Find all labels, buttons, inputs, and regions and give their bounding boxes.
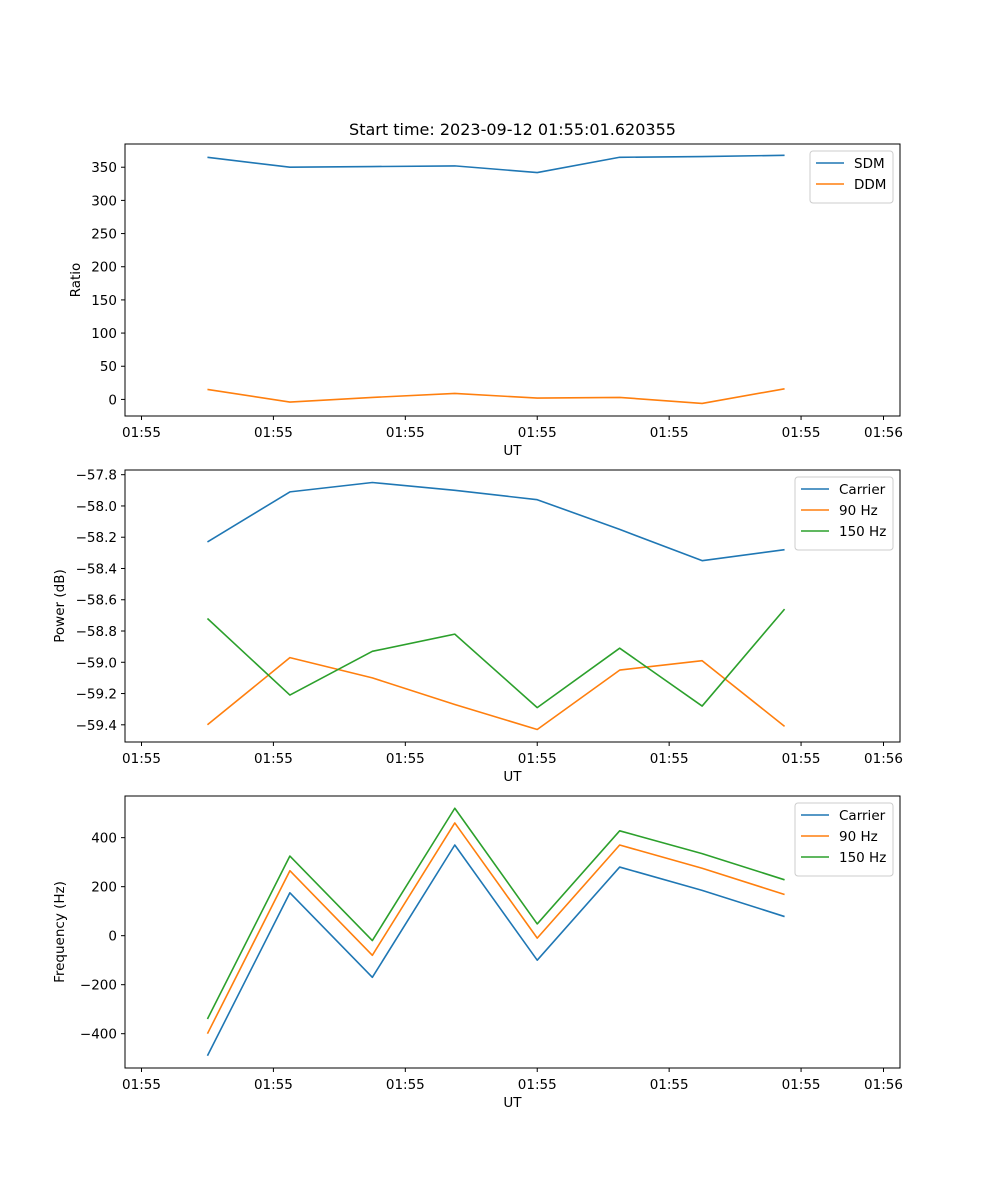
series-line-carrier [207,481,785,562]
legend-label: SDM [854,156,885,172]
y-tick-label: −400 [80,1027,117,1043]
legend: SDM DDM [809,150,894,204]
y-tick-label: 100 [91,326,117,342]
series-line-ddm [207,388,785,405]
x-tick-label: 01:55 [386,425,425,441]
x-tick-label: 01:55 [122,1077,161,1093]
y-axis-label: Frequency (Hz) [52,881,68,983]
subplot-1: Start time: 2023-09-12 01:55:01.62035501… [68,120,903,459]
x-axis-label: UT [503,443,522,459]
axes-frame [124,469,901,743]
y-tick-label: −200 [80,978,117,994]
x-tick-label: 01:55 [650,425,689,441]
x-tick-label: 01:55 [650,1077,689,1093]
series-line-sdm [207,154,785,174]
y-tick-label: 250 [91,227,117,243]
y-tick-label: 50 [100,359,117,375]
x-tick-label: 01:55 [254,1077,293,1093]
y-tick-label: 0 [108,929,117,945]
y-tick-label: 150 [91,293,117,309]
y-tick-label: −58.4 [76,561,117,577]
x-tick-label: 01:55 [254,425,293,441]
y-tick-label: 200 [91,260,117,276]
y-tick-label: 350 [91,160,117,176]
series-line-carrier [206,844,785,1057]
legend-box [809,150,894,204]
legend-label: DDM [854,177,886,193]
legend-label: 150 Hz [839,524,886,540]
subplot-3: 01:55 01:55 01:55 01:55 01:55 01:55 01:56 −400 −… [52,795,903,1111]
x-tick-label: 01:55 [782,1077,821,1093]
y-tick-label: −58.8 [76,624,117,640]
x-tick-label: 01:55 [782,751,821,767]
subplot-2: 01:55 01:55 01:55 01:55 01:55 01:55 01:56 −59.4… [52,468,903,785]
x-tick-label: 01:55 [254,751,293,767]
x-tick-label: 01:55 [122,751,161,767]
y-tick-label: −58.2 [76,530,117,546]
y-tick-label: 0 [108,392,117,408]
y-axis-label: Ratio [68,263,84,298]
legend-label: 90 Hz [839,829,878,845]
y-axis-label: Power (dB) [52,569,68,642]
axes-frame [124,795,901,1069]
x-tick-label: 01:56 [864,751,903,767]
chart-title: Start time: 2023-09-12 01:55:01.620355 [349,120,676,139]
x-axis-label: UT [503,1095,522,1111]
x-tick-label: 01:55 [650,751,689,767]
x-tick-label: 01:55 [518,1077,557,1093]
series-line-150-hz [206,608,786,709]
y-tick-label: −57.8 [76,468,117,484]
y-tick-label: 400 [91,831,117,847]
x-tick-label: 01:55 [518,751,557,767]
series-line-90-hz [206,822,785,1035]
x-tick-label: 01:56 [864,425,903,441]
legend-label: Carrier [839,482,886,498]
series-line-90-hz [206,656,786,731]
y-tick-label: −58.6 [76,593,117,609]
x-tick-label: 01:55 [386,1077,425,1093]
y-tick-label: 200 [91,880,117,896]
x-tick-label: 01:56 [864,1077,903,1093]
x-axis-label: UT [503,769,522,785]
legend-label: 150 Hz [839,850,886,866]
x-tick-label: 01:55 [386,751,425,767]
y-tick-label: −59.0 [76,655,117,671]
y-tick-label: −58.0 [76,499,117,515]
x-tick-label: 01:55 [518,425,557,441]
legend: Carrier 90 Hz 150 Hz [794,476,894,551]
legend-label: 90 Hz [839,503,878,519]
x-tick-label: 01:55 [122,425,161,441]
series-line-150-hz [206,807,785,1020]
y-tick-label: 300 [91,193,117,209]
y-tick-label: −59.2 [76,687,117,703]
axes-frame [124,143,901,417]
legend-label: Carrier [839,808,886,824]
x-tick-label: 01:55 [782,425,821,441]
legend: Carrier 90 Hz 150 Hz [794,802,894,877]
y-tick-label: −59.4 [76,718,117,734]
